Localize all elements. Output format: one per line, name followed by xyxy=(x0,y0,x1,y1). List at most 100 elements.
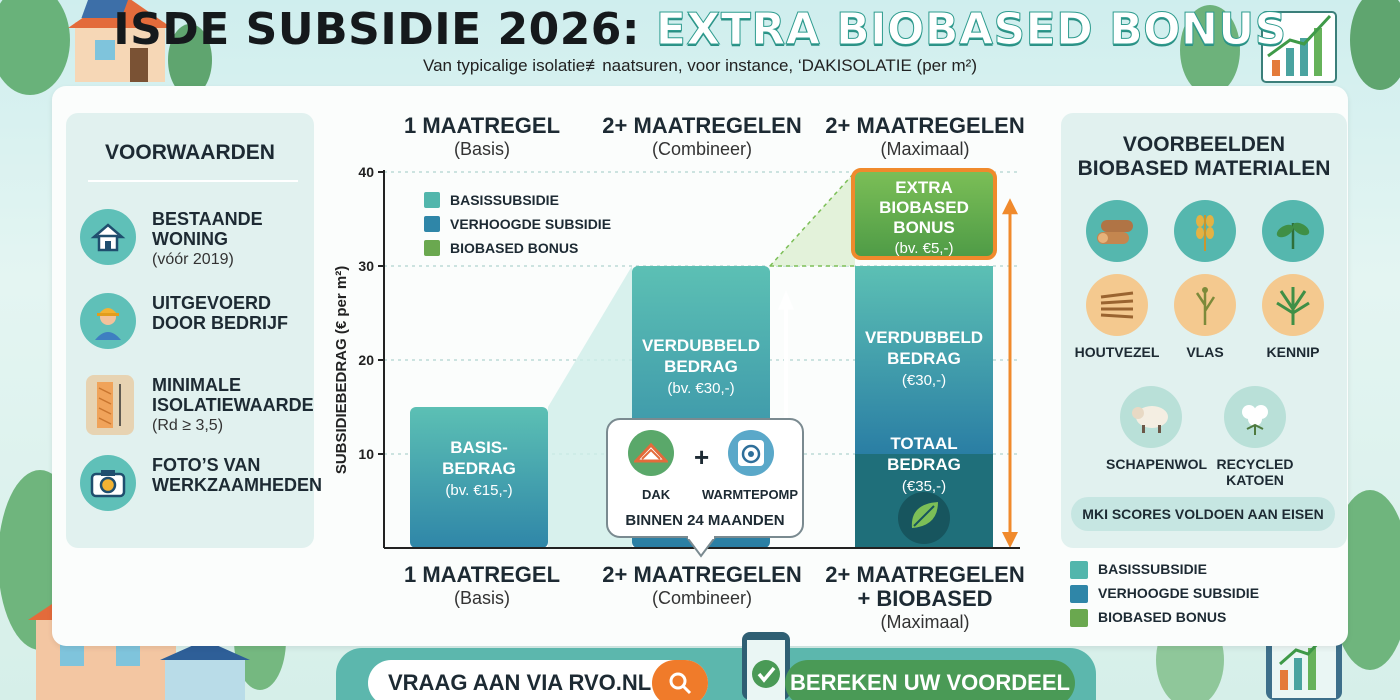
condition-photos: FOTO’S VAN WERKZAAMHEDEN xyxy=(80,451,322,511)
calculate-benefit-button[interactable]: BEREKEN UW VOORDEEL xyxy=(785,660,1075,700)
condition-line1: FOTO’S VAN xyxy=(152,455,261,475)
column-header-sub: (Combineer) xyxy=(651,139,753,159)
connector-band-bonus xyxy=(770,172,855,266)
column-footer-label: 1 MAATREGEL (Basis) xyxy=(372,562,592,609)
column-header-combineer: 2+ MAATREGELEN (Combineer) xyxy=(592,113,812,160)
apply-button-label: VRAAG AAN VIA RVO.NL xyxy=(388,670,652,695)
phone-check-icon xyxy=(742,632,790,700)
legend-swatch xyxy=(1070,585,1088,603)
legend-swatch xyxy=(1070,609,1088,627)
conditions-title: VOORWAARDEN xyxy=(105,141,275,164)
leaf-icon xyxy=(898,492,950,544)
legend-label: VERHOOGDE SUBSIDIE xyxy=(1098,585,1260,601)
bar-basis xyxy=(410,407,548,548)
condition-line1: BESTAANDE xyxy=(152,209,263,229)
column-footer-label: 2+ MAATREGELEN (Combineer) xyxy=(592,562,812,609)
material-wheat xyxy=(1160,200,1250,262)
bar-segment-doubled xyxy=(855,266,993,454)
bar-label: (bv. €5,-) xyxy=(895,240,954,257)
column-footer-sub: (Combineer) xyxy=(651,588,753,608)
page-title: ISDE SUBSIDIE 2026: EXTRA BIOBASED BONUS xyxy=(0,4,1400,56)
bar-segment-bonus xyxy=(851,168,997,260)
column-header-basis: 1 MAATREGEL (Basis) xyxy=(372,113,592,160)
heat-pump-icon xyxy=(728,430,774,476)
combo-within-label: BINNEN 24 MAANDEN xyxy=(625,512,785,529)
combination-callout: + DAK WARMTEPOMP BINNEN 24 MAANDEN xyxy=(606,418,804,538)
material-name: RECYCLED KATOEN xyxy=(1216,456,1294,488)
apply-via-rvo-button[interactable]: VRAAG AAN VIA RVO.NL xyxy=(368,660,708,700)
mki-scores-badge: MKI SCORES VOLDOEN AAN EISEN xyxy=(1071,497,1335,531)
leaf-icon xyxy=(1262,200,1324,262)
subsidy-chart: 10 20 30 40 SUBSIDIEBEDRAG (€ per m²) BASISS… xyxy=(333,164,1020,549)
legend-label: BIOBASED BONUS xyxy=(1098,609,1227,625)
column-footer-title: 2+ MAATREGELEN xyxy=(602,562,802,587)
bar-label: BEDRAG xyxy=(887,349,961,368)
combo-right-label: WARMTEPOMP xyxy=(702,487,799,502)
condition-sub: (Rd ≥ 3,5) xyxy=(152,417,224,434)
sheep-icon xyxy=(1120,386,1182,448)
bar-label: (€30,-) xyxy=(902,372,946,389)
column-footer-sub: (Maximaal) xyxy=(880,612,970,632)
flow-arrow-head xyxy=(778,290,794,310)
bar-label: (bv. €15,-) xyxy=(445,482,512,499)
column-header-maximaal: 2+ MAATREGELEN (Maximaal) xyxy=(815,113,1035,160)
material-wood xyxy=(1072,200,1162,262)
camera-icon xyxy=(80,455,136,511)
house-illustration-top-left xyxy=(0,0,212,96)
condition-line2: ISOLATIEWAARDE xyxy=(152,395,314,415)
y-tick-label: 10 xyxy=(358,446,374,462)
divider xyxy=(88,180,298,182)
column-footer-title-2: + BIOBASED xyxy=(857,586,993,611)
y-tick-label: 30 xyxy=(358,258,374,274)
legend-label: VERHOOGDE SUBSIDIE xyxy=(450,216,611,232)
bar-label: TOTAAL xyxy=(890,434,957,453)
column-footer-title: 2+ MAATREGELEN xyxy=(825,562,1025,587)
legend-label: BASISSUBSIDIE xyxy=(1098,561,1207,577)
condition-by-company: UITGEVOERD DOOR BEDRIJF xyxy=(80,289,310,349)
material-name: SCHAPENWOL xyxy=(1106,456,1208,472)
column-footer-sub: (Basis) xyxy=(453,588,510,608)
material-wood-fiber: HOUTVEZEL xyxy=(1072,274,1162,360)
column-header-sub: (Basis) xyxy=(453,139,510,159)
bar-label: BIOBASED xyxy=(879,198,969,217)
wood-icon xyxy=(1086,200,1148,262)
legend-swatch xyxy=(424,192,440,208)
condition-sub: (vóór 2019) xyxy=(152,251,234,268)
house-icon xyxy=(80,209,136,265)
condition-line1: MINIMALE xyxy=(152,375,241,395)
wood-fiber-icon xyxy=(1086,274,1148,336)
material-recycled-cotton: RECYCLED KATOEN xyxy=(1210,386,1300,488)
leaf-vein xyxy=(913,505,935,527)
y-tick-label: 20 xyxy=(358,352,374,368)
cotton-icon xyxy=(1224,386,1286,448)
condition-line1: UITGEVOERD xyxy=(152,293,272,313)
column-header-title: 2+ MAATREGELEN xyxy=(825,113,1025,138)
range-arrow-head-bottom xyxy=(1002,532,1018,548)
y-axis-label: SUBSIDIEBEDRAG (€ per m²) xyxy=(333,266,350,474)
bar-label: BEDRAG xyxy=(887,455,961,474)
material-sheep-wool: SCHAPENWOL xyxy=(1106,386,1208,472)
legend-label: BASISSUBSIDIE xyxy=(450,192,559,208)
growth-chart-illustration xyxy=(1180,0,1400,95)
title-part-main: ISDE SUBSIDIE 2026: xyxy=(113,4,656,55)
plus-sign: + xyxy=(694,442,710,472)
connector-line xyxy=(769,171,856,267)
column-header-title: 1 MAATREGEL xyxy=(403,113,561,138)
condition-line2: WONING xyxy=(152,229,228,249)
material-leaf xyxy=(1248,200,1338,262)
conditions-card: VOORWAARDEN BESTAANDE WONING (vóór 2019) … xyxy=(66,113,322,548)
y-tick-label: 40 xyxy=(358,164,374,180)
column-header-sub: (Maximaal) xyxy=(880,139,970,159)
insulation-icon xyxy=(86,375,134,435)
bar-label: BEDRAG xyxy=(442,459,516,478)
condition-existing-home: BESTAANDE WONING (vóór 2019) xyxy=(80,205,310,268)
legend-swatch xyxy=(424,240,440,256)
bar-label: VERDUBBELD xyxy=(642,336,760,355)
wheat-icon xyxy=(1174,200,1236,262)
material-hemp: KENNIP xyxy=(1248,274,1338,360)
page-subtitle: Van typicalige isolatie≢naatsuren, voor … xyxy=(423,56,977,75)
worker-icon xyxy=(80,293,136,349)
search-icon[interactable] xyxy=(652,660,708,700)
condition-line2: WERKZAAMHEDEN xyxy=(152,475,322,495)
legend-label: BIOBASED BONUS xyxy=(450,240,578,256)
